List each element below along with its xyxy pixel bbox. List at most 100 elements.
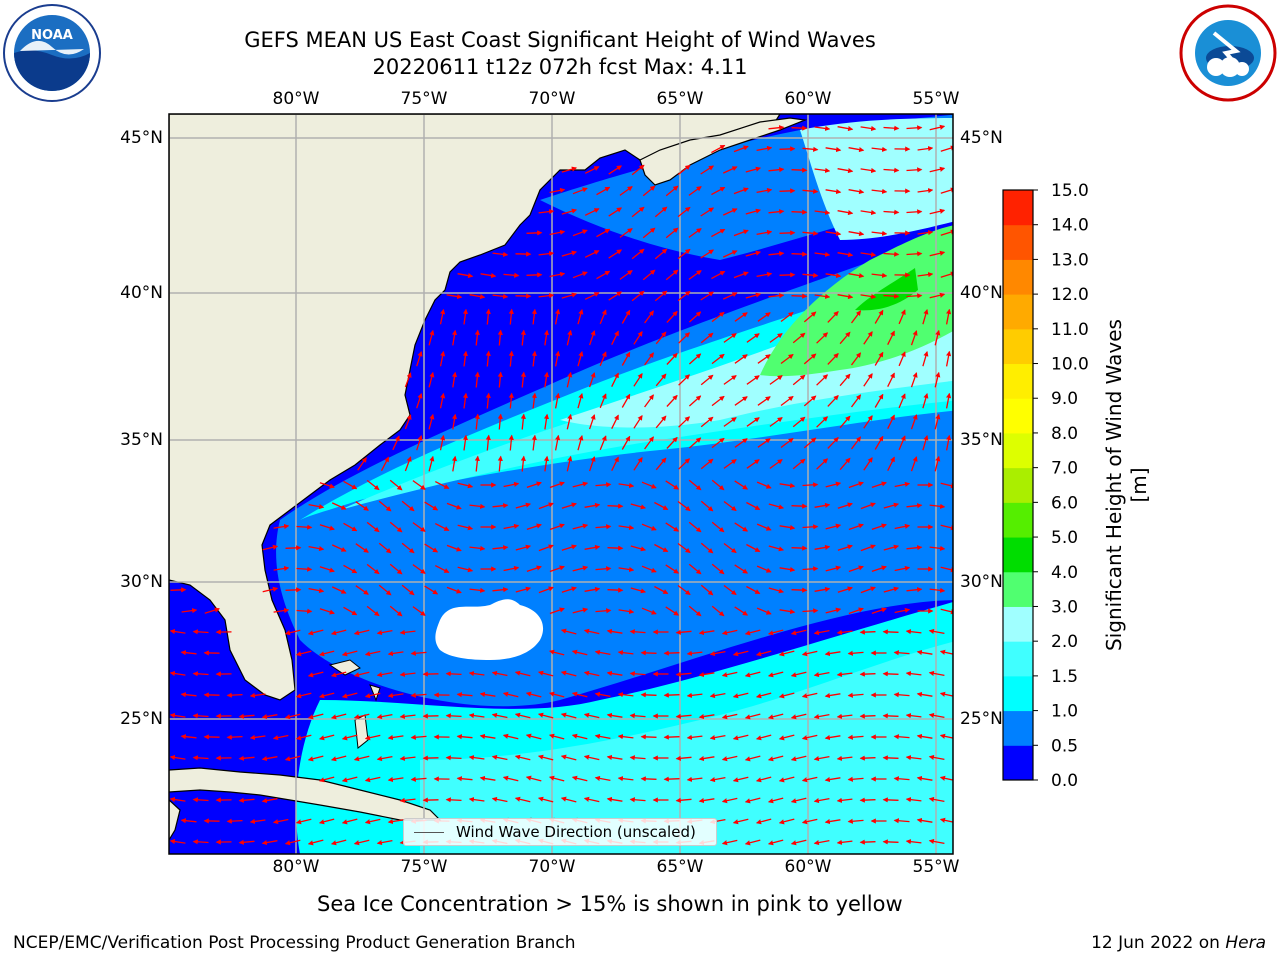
wave-direction-arrow (618, 566, 635, 573)
wave-direction-arrow (428, 371, 435, 388)
wave-direction-arrow (642, 269, 656, 281)
wave-direction-arrow (641, 481, 657, 489)
wave-direction-arrow (700, 542, 714, 554)
wave-direction-arrow (688, 311, 702, 323)
wave-direction-arrow (631, 164, 645, 176)
wave-direction-arrow (376, 629, 393, 636)
wave-direction-arrow (445, 797, 462, 803)
lon-label-bottom: 60°W (784, 857, 832, 877)
wave-direction-arrow (929, 292, 946, 299)
wave-direction-arrow (874, 309, 884, 324)
wave-direction-arrow (711, 144, 726, 154)
wave-direction-arrow (619, 228, 633, 238)
wave-direction-arrow (445, 713, 462, 719)
wave-direction-arrow (847, 734, 864, 740)
wave-direction-arrow (503, 523, 520, 530)
legend-label: Wind Wave Direction (unscaled) (456, 823, 696, 841)
wave-direction-arrow (746, 459, 760, 469)
wave-direction-arrow (520, 371, 526, 388)
wave-direction-arrow (445, 755, 462, 761)
wave-direction-arrow (480, 272, 497, 279)
wave-direction-arrow (353, 713, 370, 720)
wave-direction-arrow (745, 250, 762, 257)
wave-direction-arrow (709, 734, 726, 741)
lat-label-left: 30°N (120, 572, 163, 592)
colorbar-tick-label: 6.0 (1051, 493, 1078, 513)
wave-direction-arrow (816, 458, 829, 470)
wave-direction-arrow (296, 524, 313, 530)
wave-direction-arrow (734, 396, 748, 406)
wave-band-1.5-2 (340, 282, 953, 510)
producer-credit: NCEP/EMC/Verification Post Processing Pr… (13, 933, 576, 953)
wave-direction-arrow (353, 629, 370, 636)
wave-direction-arrow (677, 290, 691, 302)
wave-direction-arrow (192, 839, 209, 845)
wave-direction-arrow (791, 293, 808, 299)
wave-direction-arrow (343, 480, 358, 490)
wave-direction-arrow (537, 712, 554, 719)
wave-direction-arrow (744, 839, 761, 846)
wave-direction-arrow (364, 692, 381, 699)
wave-direction-arrow (497, 455, 503, 472)
wave-direction-arrow (791, 209, 808, 215)
wave-direction-arrow (376, 839, 393, 846)
wave-direction-arrow (330, 671, 347, 678)
wave-direction-arrow (561, 502, 577, 509)
wave-direction-arrow (308, 587, 325, 594)
wave-direction-arrow (698, 671, 715, 678)
colorbar-tick-label: 5.0 (1051, 528, 1078, 548)
wave-direction-arrow (599, 435, 607, 451)
wave-direction-arrow (584, 502, 601, 509)
wave-direction-arrow (548, 691, 565, 698)
lon-label-top: 80°W (272, 89, 320, 109)
wave-direction-arrow (596, 270, 611, 280)
wave-direction-arrow (721, 797, 738, 804)
wave-direction-arrow (905, 839, 922, 845)
wave-direction-arrow (571, 775, 588, 782)
wave-direction-arrow (929, 545, 946, 551)
wave-direction-arrow (836, 755, 853, 761)
wave-direction-arrow (399, 755, 416, 761)
wave-direction-arrow (723, 417, 737, 427)
wave-direction-arrow (561, 292, 578, 299)
wave-direction-arrow (732, 650, 749, 657)
wave-direction-arrow (353, 755, 370, 762)
wave-direction-arrow (572, 565, 589, 572)
wave-direction-arrow (928, 796, 945, 803)
wave-direction-arrow (700, 249, 715, 259)
wave-direction-arrow (451, 329, 458, 346)
wave-direction-arrow (474, 329, 480, 346)
wave-direction-arrow (732, 776, 749, 783)
wave-direction-arrow (733, 271, 749, 279)
wave-direction-arrow (543, 455, 550, 472)
run-date-text: 12 Jun 2022 on (1091, 933, 1226, 953)
wave-direction-arrow (366, 563, 380, 575)
wave-direction-arrow (827, 436, 839, 449)
lon-label-top: 70°W (528, 89, 576, 109)
wave-direction-arrow (389, 521, 403, 533)
wave-direction-arrow (594, 649, 611, 656)
wave-direction-arrow (883, 125, 900, 131)
wave-direction-arrow (893, 734, 910, 740)
wave-direction-arrow (839, 457, 851, 471)
wave-direction-arrow (439, 308, 446, 325)
colorbar-tick-label: 12.0 (1051, 285, 1089, 305)
wave-direction-arrow (711, 605, 725, 617)
wave-direction-arrow (630, 587, 647, 594)
wave-direction-arrow (768, 251, 785, 257)
wave-direction-arrow (238, 797, 255, 803)
wave-direction-arrow (238, 839, 255, 845)
wave-direction-arrow (744, 629, 761, 636)
wave-direction-arrow (665, 269, 679, 281)
wave-direction-arrow (767, 755, 784, 762)
wave-direction-arrow (825, 188, 842, 195)
wave-direction-arrow (666, 352, 678, 365)
wave-direction-arrow (599, 393, 607, 409)
wave-direction-arrow (675, 713, 692, 719)
wave-direction-arrow (769, 417, 783, 427)
wave-direction-arrow (778, 650, 795, 657)
wave-direction-arrow (318, 818, 335, 825)
wave-direction-arrow (686, 734, 703, 740)
wave-direction-arrow (905, 797, 922, 803)
wave-direction-arrow (169, 838, 186, 845)
